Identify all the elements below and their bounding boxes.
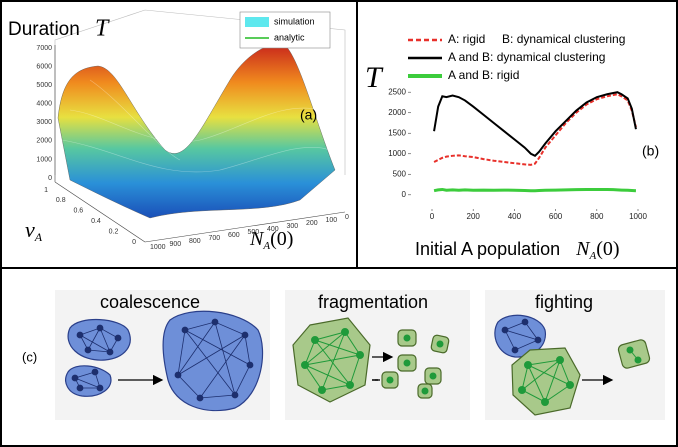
caption: coalescence <box>100 292 200 312</box>
legend-text: A and B: dynamical clustering <box>448 50 605 64</box>
panel-c: (c) coalescence fragmentation fighting <box>22 290 665 420</box>
n-tick-label: 900 <box>170 241 182 248</box>
caption: fighting <box>535 292 593 312</box>
n-tick-label: 400 <box>267 226 279 233</box>
axis <box>54 181 146 243</box>
v-tick-label: 0 <box>132 239 136 246</box>
v-tick-label: 0.6 <box>73 208 83 215</box>
n-tick-label: 500 <box>248 229 260 236</box>
series-line <box>433 187 637 193</box>
n-tick-label: 700 <box>209 235 221 242</box>
surface <box>57 43 336 219</box>
y-tick-label: 0 <box>402 190 407 199</box>
v-tick-label: 0.8 <box>56 197 66 204</box>
z-tick-label: 1000 <box>36 156 52 163</box>
x-tick-label: 800 <box>590 212 604 221</box>
x-tick-label: 200 <box>467 212 481 221</box>
surface-mesh <box>61 79 331 173</box>
legend-text: analytic <box>274 32 305 42</box>
legend-text: simulation <box>274 16 315 26</box>
y-tick-label: 1500 <box>388 128 406 137</box>
n-tick-label: 600 <box>228 232 240 239</box>
panel-b: T (b) Initial A population NA(0) 0 500 1000… <box>365 32 659 261</box>
z-tick-label: 0 <box>48 175 52 182</box>
n-tick-label: 1000 <box>150 244 166 251</box>
z-tick-label: 5000 <box>36 82 52 89</box>
nodes-green <box>301 328 642 406</box>
axis <box>144 211 346 243</box>
series-line <box>433 91 637 158</box>
n-tick-label: 800 <box>189 238 201 245</box>
x-tick-label: 0 <box>430 212 435 221</box>
v-tick-label: 0.2 <box>109 228 119 235</box>
y-tick-label: 1000 <box>388 149 406 158</box>
n-tick-label: 100 <box>326 217 338 224</box>
x-tick-label: 400 <box>508 212 522 221</box>
x-tick-label: 1000 <box>629 212 647 221</box>
title: Duration <box>8 19 80 40</box>
n-tick-label: 300 <box>287 223 299 230</box>
z-tick-label: 6000 <box>36 63 52 70</box>
y-tick-label: 2500 <box>388 87 406 96</box>
caption: fragmentation <box>318 292 428 312</box>
axis-label: vA <box>25 217 43 244</box>
title-symbol: T <box>95 16 110 42</box>
z-tick-label: 3000 <box>36 119 52 126</box>
y-symbol: T <box>365 61 384 94</box>
panel-label: (c) <box>22 349 37 364</box>
panel-label: (b) <box>642 143 659 159</box>
z-tick-label: 4000 <box>36 101 52 108</box>
z-tick-label: 2000 <box>36 138 52 145</box>
n-tick-label: 0 <box>345 214 349 221</box>
axis-label: NA(0) <box>249 228 293 252</box>
y-tick-label: 500 <box>393 169 407 178</box>
n-tick-label: 200 <box>306 220 318 227</box>
nodes-blue <box>71 318 542 402</box>
y-tick-label: 2000 <box>388 108 406 117</box>
x-tick-label: 600 <box>549 212 563 221</box>
v-tick-label: 1 <box>44 187 48 194</box>
legend-box <box>239 11 331 49</box>
panel-a: Duration T simulation analytic (a) vA NA… <box>8 9 349 252</box>
panel-label: (a) <box>300 107 317 123</box>
legend-text: A: rigid B: dynamical clustering <box>448 32 625 46</box>
z-tick-label: 7000 <box>36 45 52 52</box>
x-label: Initial A population NA(0) <box>415 238 620 262</box>
legend-swatch <box>245 17 269 27</box>
legend-text: A and B: rigid <box>448 68 519 82</box>
v-tick-label: 0.4 <box>91 218 101 225</box>
series-line <box>433 93 637 166</box>
arrows <box>118 374 614 386</box>
